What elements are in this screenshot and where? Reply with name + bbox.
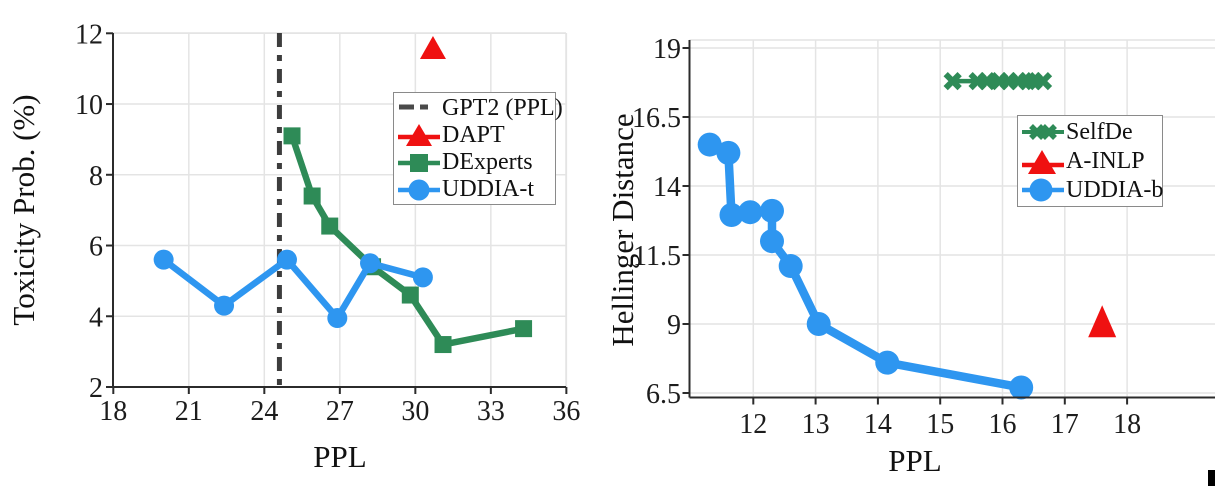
legend-entry-selfde: SelfDe bbox=[1022, 119, 1158, 146]
x-tick-label: 17 bbox=[1051, 409, 1079, 440]
axes-spines bbox=[106, 32, 568, 394]
y-tick-label: 12 bbox=[75, 19, 103, 50]
y-tick-label: 16.5 bbox=[632, 103, 681, 134]
y-tick-label: 9 bbox=[667, 310, 681, 341]
legend-label: A-INLP bbox=[1066, 148, 1145, 174]
triangle-marker-icon bbox=[398, 124, 440, 147]
legend-entry-uddia-b: UDDIA-b bbox=[1022, 176, 1163, 203]
hellinger-legend: SelfDe A-INLP UDDIA-b bbox=[1017, 115, 1163, 207]
legend-label: UDDIA-b bbox=[1066, 176, 1164, 203]
y-tick-label: 8 bbox=[89, 161, 103, 192]
y-tick-label: 4 bbox=[89, 302, 103, 333]
x-tick-label: 30 bbox=[401, 396, 429, 427]
x-tick-label: 24 bbox=[250, 396, 278, 427]
legend-entry-gpt2: GPT2 (PPL) bbox=[398, 94, 563, 121]
y-tick-label: 2 bbox=[89, 373, 103, 404]
corner-artifact-block bbox=[1208, 470, 1215, 486]
legend-entry-dapt: DAPT bbox=[398, 121, 551, 148]
x-tick-label: 18 bbox=[99, 396, 127, 427]
dashed-line-icon bbox=[399, 104, 439, 110]
y-tick-label: 6.5 bbox=[646, 379, 681, 410]
x-tick-label: 14 bbox=[864, 409, 892, 440]
legend-label: UDDIA-t bbox=[442, 176, 534, 203]
square-marker-icon bbox=[398, 153, 440, 172]
legend-entry-uddia-t: UDDIA-t bbox=[398, 176, 551, 203]
legend-label: DAPT bbox=[442, 121, 505, 148]
x-tick-label: 36 bbox=[552, 396, 580, 427]
y-tick-label: 11.5 bbox=[633, 241, 681, 272]
y-tick-label: 10 bbox=[75, 90, 103, 121]
circle-marker-icon bbox=[398, 179, 440, 201]
x-axis-label: PPL bbox=[313, 439, 366, 474]
y-axis-label: Toxicity Prob. (%) bbox=[6, 94, 41, 325]
legend-entry-a-inlp: A-INLP bbox=[1022, 148, 1158, 175]
x-axis-label: PPL bbox=[888, 443, 941, 478]
series-marks bbox=[697, 71, 1117, 400]
x-tick-label: 13 bbox=[802, 409, 830, 440]
hellinger-chart: 12 13 14 15 16 17 18 6.5 9 11.5 14 16.5 19 PPL Helli… bbox=[605, 34, 1215, 478]
y-tick-label: 19 bbox=[653, 34, 681, 65]
x-tick-label: 21 bbox=[175, 396, 203, 427]
legend-label: SelfDe bbox=[1066, 119, 1133, 146]
x-tick-label: 15 bbox=[926, 409, 954, 440]
x-tick-label: 16 bbox=[989, 409, 1017, 440]
axes-spines bbox=[682, 40, 1215, 405]
triangle-marker-icon bbox=[1022, 149, 1064, 174]
legend-label: DExperts bbox=[442, 149, 533, 176]
toxicity-legend: GPT2 (PPL) DAPT DExperts UDDIA-t bbox=[393, 92, 563, 205]
legend-entry-dexperts: DExperts bbox=[398, 149, 551, 176]
y-tick-label: 6 bbox=[89, 232, 103, 263]
x-tick-label: 33 bbox=[477, 396, 505, 427]
y-tick-label: 14 bbox=[653, 172, 681, 203]
x-tick-label: 12 bbox=[739, 409, 767, 440]
tick-labels: 12 13 14 15 16 17 18 6.5 9 11.5 14 16.5 19 bbox=[632, 34, 1141, 440]
legend-label: GPT2 (PPL) bbox=[442, 94, 563, 121]
series-marks bbox=[153, 35, 533, 354]
y-axis-label: Hellinger Distance bbox=[605, 113, 640, 346]
x-tick-label: 27 bbox=[326, 396, 354, 427]
circle-marker-icon bbox=[1022, 178, 1064, 202]
x-marker-icon bbox=[1022, 123, 1064, 140]
x-tick-label: 18 bbox=[1113, 409, 1141, 440]
